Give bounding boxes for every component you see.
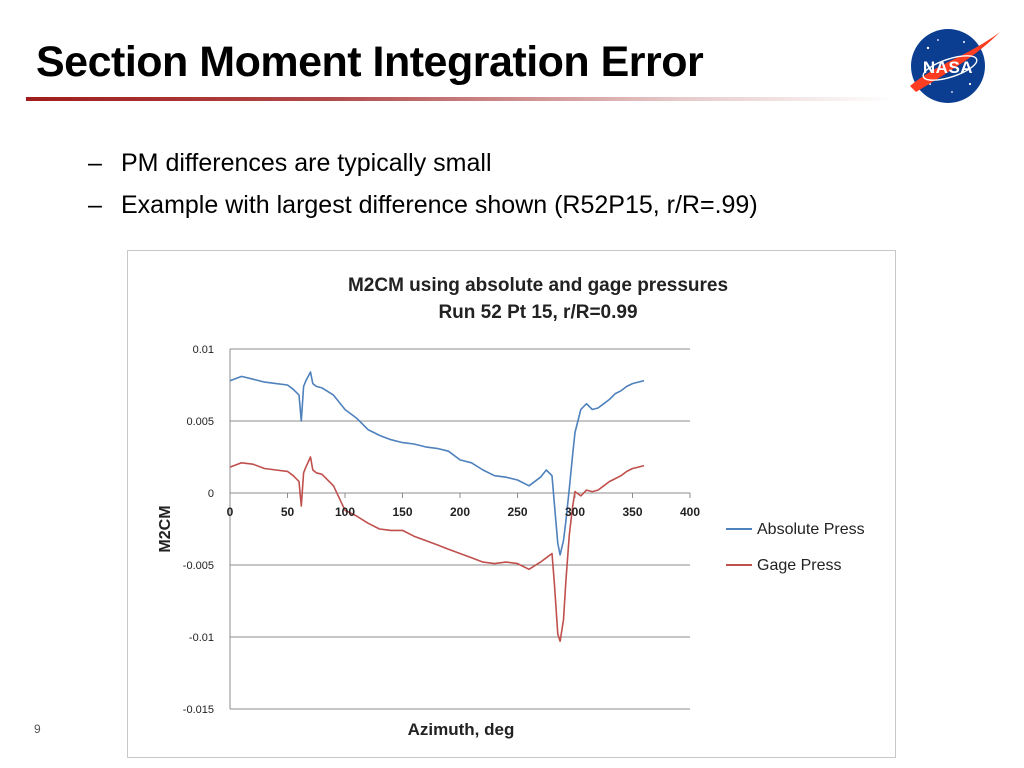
y-tick-label: -0.015 — [183, 704, 214, 716]
bullet-marker: – — [88, 148, 102, 177]
slide-title: Section Moment Integration Error — [36, 38, 704, 86]
x-tick-label: 0 — [227, 505, 234, 519]
x-tick-label: 250 — [507, 505, 527, 519]
series-line-absolute-press — [229, 371, 645, 556]
x-tick-label: 50 — [281, 505, 295, 519]
legend-label: Gage Press — [757, 557, 841, 574]
legend-label: Absolute Press — [757, 521, 865, 538]
nasa-logo: NASA — [910, 29, 1000, 103]
chart-legend: Absolute Press Gage Press — [726, 521, 865, 574]
bullet-marker: – — [88, 190, 102, 219]
x-tick-label: 100 — [335, 505, 355, 519]
x-tick-label: 350 — [622, 505, 642, 519]
chart-title: M2CM using absolute and gage pressures — [348, 275, 728, 296]
plot-ticks: 0.01 0.005 0 -0.005 -0.01 -0.015 0 50 100 150 200 2… — [183, 344, 701, 716]
x-tick-label: 150 — [392, 505, 412, 519]
bullet-text: Example with largest difference shown (R… — [121, 190, 758, 219]
y-tick-label: 0.005 — [186, 416, 214, 428]
logo-chevron — [910, 32, 1000, 92]
y-tick-label: 0 — [208, 488, 214, 500]
line-chart: M2CM using absolute and gage pressures R… — [157, 275, 865, 739]
x-axis-label: Azimuth, deg — [408, 720, 515, 739]
y-tick-label: 0.01 — [193, 344, 214, 356]
page-number: 9 — [34, 722, 41, 736]
chart-frame: M2CM using absolute and gage pressures R… — [127, 250, 896, 758]
x-tick-label: 400 — [680, 505, 700, 519]
chart-subtitle: Run 52 Pt 15, r/R=0.99 — [438, 302, 637, 323]
y-tick-label: -0.005 — [183, 560, 214, 572]
logo-text: NASA — [923, 58, 973, 77]
series-line-gage-press — [229, 456, 645, 643]
bullet-item: – Example with largest difference shown … — [88, 184, 758, 226]
bullet-list: – PM differences are typically small – E… — [88, 142, 758, 226]
logo-orbit — [922, 55, 978, 81]
plot-grid — [229, 348, 691, 710]
y-axis-label: M2CM — [157, 505, 174, 552]
plot-series — [229, 371, 645, 643]
bullet-item: – PM differences are typically small — [88, 142, 758, 184]
x-tick-label: 300 — [565, 505, 585, 519]
x-tick-label: 200 — [450, 505, 470, 519]
bullet-text: PM differences are typically small — [121, 148, 492, 177]
y-tick-label: -0.01 — [189, 632, 214, 644]
title-divider — [26, 97, 896, 101]
